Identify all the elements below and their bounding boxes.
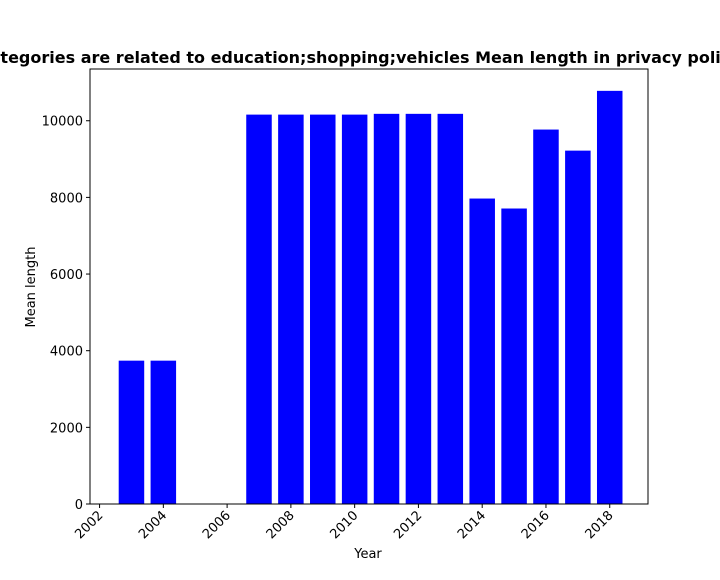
bar-2008 [278,114,304,505]
y-tick-label-0: 0 [75,498,83,513]
x-tick-label-2008: 2008 [264,508,298,542]
y-tick-label-10000: 10000 [42,115,83,130]
bar-2014 [469,198,495,505]
x-tick-label-2004: 2004 [136,508,170,542]
plot-area-frame [89,68,649,505]
x-tick-label-2018: 2018 [583,508,617,542]
bar-2015 [501,208,527,504]
x-tick-label-2012: 2012 [391,508,425,542]
x-tick-label-2002: 2002 [72,508,106,542]
bar-2013 [437,113,464,504]
chart-title: Categories are related to education;shop… [0,48,720,67]
x-tick-label-2014: 2014 [455,508,489,542]
bar-2010 [341,114,368,505]
bar-2009 [310,114,336,505]
x-tick-label-2016: 2016 [519,508,553,542]
x-tick-label-2010: 2010 [327,508,361,542]
y-tick-label-2000: 2000 [50,421,83,436]
y-tick-label-8000: 8000 [50,191,83,206]
bars-group [118,90,623,505]
bar-2007 [246,114,272,505]
x-axis-ticks: 2002 2004 2006 2008 2010 2012 2014 2016 2018 [72,504,617,542]
bar-2003 [118,360,145,504]
bar-2018 [596,90,623,504]
y-tick-label-4000: 4000 [50,345,83,360]
y-axis-label: Mean length [24,247,39,328]
bar-2012 [405,113,432,504]
bar-2016 [533,129,559,504]
x-tick-label-2006: 2006 [200,508,234,542]
x-axis-label: Year [353,547,382,562]
y-axis-ticks: 0 2000 4000 6000 8000 10000 [42,115,90,513]
y-tick-label-6000: 6000 [50,268,83,283]
bar-2011 [373,113,400,504]
bar-2004 [150,360,177,504]
bar-2017 [565,150,591,504]
